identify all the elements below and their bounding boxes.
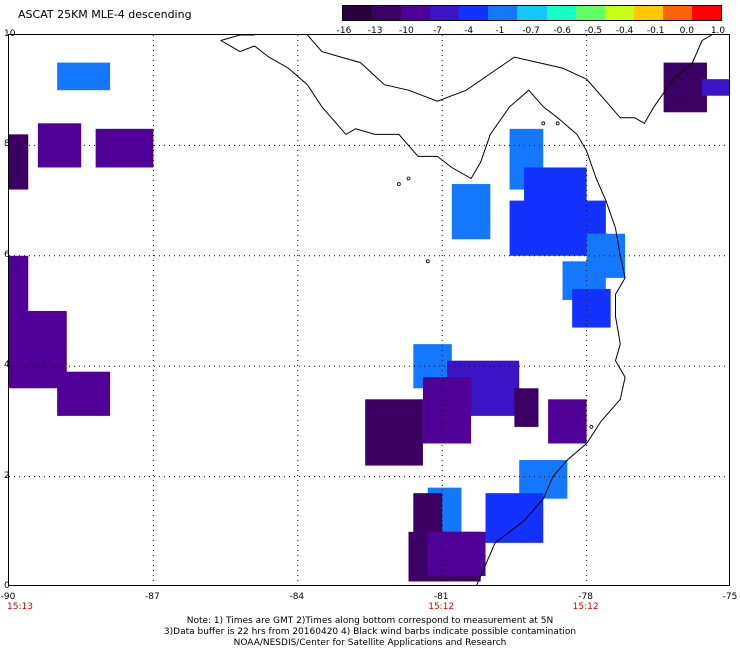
colorbar-tick-label: -13 [367, 26, 383, 36]
colorbar-segment [604, 6, 634, 20]
wind-swath-cell [422, 377, 472, 444]
colorbar-tick-label: -0.4 [615, 26, 634, 36]
colorbar-segment [343, 6, 373, 20]
map-title: ASCAT 25KM MLE-4 descending [18, 8, 192, 21]
latitude-label: 0 [4, 581, 10, 591]
wind-swath-cell [9, 134, 29, 190]
longitude-label: -87 [145, 592, 160, 602]
wind-swath-cell [519, 460, 568, 499]
colorbar-segment [575, 6, 605, 20]
wind-swath-cell [413, 493, 443, 538]
latitude-label: 6 [4, 249, 10, 260]
footnote-block: Note: 1) Times are GMT 2)Times along bot… [0, 616, 740, 649]
caribbean-coastline [307, 35, 712, 124]
wind-swath-cell [365, 399, 423, 466]
colorbar-tick-label: -4 [464, 26, 474, 36]
measurement-time-label: 15:12 [428, 602, 455, 612]
island-outline [396, 182, 401, 186]
colorbar-segment [691, 6, 722, 20]
wind-swath-cell [702, 79, 729, 96]
latitude-label: 8 [4, 139, 10, 150]
colorbar [342, 5, 722, 21]
wind-swath-cell [572, 288, 611, 328]
latitude-label: 4 [4, 360, 10, 371]
wind-swath-cell [57, 371, 111, 416]
wind-swath-cell [485, 493, 544, 543]
wind-swath-cell [514, 388, 539, 427]
wind-swath-cell [663, 62, 707, 113]
longitude-label: -81 [433, 592, 449, 602]
island-outline [555, 121, 560, 126]
island-outline [541, 121, 546, 126]
wind-swath-cell [9, 311, 67, 389]
colorbar-segment [401, 6, 431, 20]
island-outline [425, 259, 430, 264]
measurement-time-label: 15:12 [572, 602, 599, 612]
wind-swath-cell [95, 128, 154, 168]
colorbar-segment [459, 6, 489, 20]
colorbar-tick-label: 1.0 [710, 26, 726, 36]
colorbar-tick-label: -16 [336, 26, 352, 36]
measurement-time-label: 15:13 [7, 602, 33, 612]
colorbar-tick-label: -0.7 [522, 26, 540, 36]
colorbar-segment [430, 6, 460, 20]
latitude-label: 10 [4, 29, 16, 39]
colorbar-segment [633, 6, 663, 20]
colorbar-tick-label: -0.6 [553, 26, 571, 36]
colorbar-segment [488, 6, 518, 20]
colorbar-tick-label: -0.1 [646, 26, 665, 36]
pacific-coastline [220, 40, 626, 585]
map-plot-area [8, 34, 730, 586]
colorbar-tick-label: -7 [433, 26, 442, 36]
note-line-2: 3)Data buffer is 22 hrs from 20160420 4)… [163, 627, 577, 637]
colorbar-segment [517, 6, 547, 20]
note-line-3: NOAA/NESDIS/Center for Satellite Applica… [233, 638, 507, 648]
wind-swath-cell [57, 62, 111, 91]
wind-swath-cell [427, 531, 486, 576]
colorbar-tick-label: -1 [495, 26, 505, 36]
wind-swath-cell [451, 184, 491, 240]
island-outline [406, 176, 411, 181]
colorbar-segment [546, 6, 576, 20]
longitude-label: -90 [0, 592, 16, 602]
coastline-north [220, 35, 255, 41]
longitude-label: -75 [722, 592, 738, 602]
island-outline [589, 425, 594, 429]
note-line-1: Note: 1) Times are GMT 2)Times along bot… [186, 616, 554, 626]
colorbar-segment [662, 6, 692, 20]
colorbar-tick-label: -10 [398, 26, 414, 36]
colorbar-tick-label: 0.0 [679, 26, 694, 36]
longitude-label: -84 [289, 592, 305, 602]
colorbar-segment [372, 6, 402, 20]
latitude-label: 2 [4, 470, 10, 481]
map-canvas [9, 35, 729, 585]
longitude-label: -78 [578, 592, 593, 602]
wind-swath-cell [548, 399, 587, 444]
colorbar-tick-label: -0.5 [584, 26, 603, 36]
